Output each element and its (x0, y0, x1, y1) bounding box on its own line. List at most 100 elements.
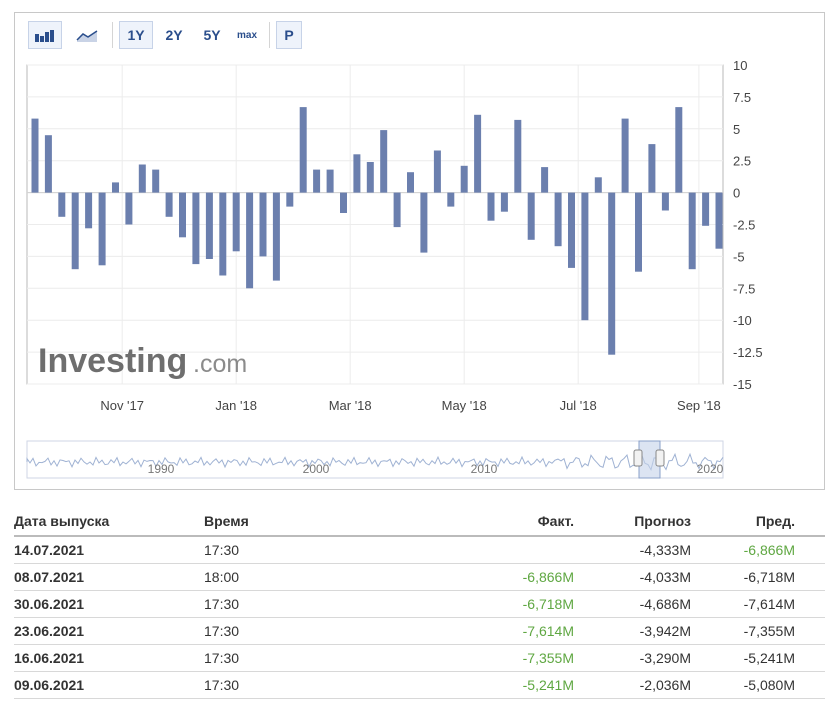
table-row: 16.06.2021 17:30 -7,355M -3,290M -5,241M (14, 644, 825, 672)
bar[interactable] (554, 192, 562, 247)
watermark-logo: Investing .com (38, 342, 247, 380)
bar-chart-icon (35, 30, 54, 42)
bar[interactable] (688, 192, 696, 270)
row-actual: -5,241M (334, 671, 574, 699)
navigator[interactable]: 1990 2000 2010 2020 (26, 440, 724, 479)
navigator-labels: 1990 2000 2010 2020 (148, 462, 724, 476)
y-tick-label: -15 (733, 377, 752, 392)
p-button[interactable]: P (276, 21, 302, 49)
bar[interactable] (272, 192, 280, 281)
navigator-series-line (26, 452, 724, 472)
bar[interactable] (340, 192, 347, 213)
bar[interactable] (487, 192, 495, 221)
bar[interactable] (112, 182, 119, 193)
bar[interactable] (152, 169, 160, 193)
bar[interactable] (138, 164, 146, 193)
bar[interactable] (661, 192, 669, 211)
y-tick-label: -2.5 (733, 218, 755, 233)
bar[interactable] (675, 107, 683, 193)
bar[interactable] (393, 192, 401, 228)
bar[interactable] (635, 192, 642, 272)
bar[interactable] (98, 192, 106, 266)
bar[interactable] (433, 150, 441, 193)
navigator-handle-left[interactable] (633, 449, 643, 467)
bar[interactable] (366, 162, 374, 193)
bar[interactable] (44, 135, 52, 193)
bar[interactable] (219, 192, 227, 276)
bar[interactable] (353, 154, 361, 193)
range-2y-button[interactable]: 2Y (165, 27, 183, 43)
bar[interactable] (420, 192, 428, 253)
row-date: 30.06.2021 (14, 590, 204, 618)
bar[interactable] (85, 192, 93, 229)
header-forecast[interactable]: Прогноз (574, 507, 691, 537)
bar[interactable] (179, 192, 186, 238)
x-tick-label: Sep '18 (677, 398, 721, 413)
bar[interactable] (58, 192, 66, 217)
navigator-label: 2010 (471, 462, 498, 476)
table-row: 23.06.2021 17:30 -7,614M -3,942M -7,355M (14, 617, 825, 645)
row-previous: -5,241M (691, 644, 825, 672)
toolbar-separator (112, 22, 113, 48)
bar[interactable] (648, 144, 656, 193)
area-chart-icon (76, 30, 98, 42)
bar[interactable] (608, 192, 616, 355)
bar[interactable] (715, 192, 723, 249)
bar[interactable] (500, 192, 508, 212)
bar[interactable] (447, 192, 455, 207)
x-tick-label: Nov '17 (100, 398, 144, 413)
bar[interactable] (165, 192, 173, 217)
bar[interactable] (192, 192, 200, 265)
range-1y-button[interactable]: 1Y (119, 21, 153, 49)
area-chart-button[interactable] (70, 21, 104, 49)
bar[interactable] (326, 169, 334, 193)
bar[interactable] (621, 118, 629, 193)
bar[interactable] (380, 130, 388, 193)
x-tick-label: Jul '18 (560, 398, 597, 413)
bar[interactable] (702, 192, 710, 226)
bar[interactable] (460, 165, 468, 193)
watermark-brand: Investing (38, 342, 187, 380)
header-actual[interactable]: Факт. (334, 507, 574, 537)
header-date[interactable]: Дата выпуска (14, 507, 204, 537)
x-axis-labels: Nov '17 Jan '18 Mar '18 May '18 Jul '18 Sep '… (100, 398, 720, 413)
row-time: 17:30 (204, 644, 334, 672)
bar[interactable] (474, 114, 482, 193)
toolbar-separator (269, 22, 270, 48)
header-previous[interactable]: Пред. (691, 507, 825, 537)
bar[interactable] (594, 177, 602, 193)
row-time: 17:30 (204, 536, 334, 564)
range-5y-button[interactable]: 5Y (203, 27, 221, 43)
bar[interactable] (125, 192, 133, 225)
row-forecast: -2,036M (574, 671, 691, 699)
bar-chart-button[interactable] (28, 21, 62, 49)
navigator-track[interactable] (26, 440, 724, 479)
range-max-button[interactable]: max (236, 29, 257, 41)
bar[interactable] (514, 119, 522, 193)
row-forecast: -4,333M (574, 536, 691, 564)
bar[interactable] (407, 172, 414, 193)
navigator-label: 2000 (303, 462, 330, 476)
bar[interactable] (71, 192, 79, 270)
y-axis-labels: 10 7.5 5 2.5 0 -2.5 -5 -7.5 -10 -12.5 -15 (733, 58, 763, 392)
bar[interactable] (286, 192, 294, 207)
bar[interactable] (527, 192, 535, 240)
row-actual: -7,355M (334, 644, 574, 672)
bar[interactable] (259, 192, 267, 257)
bar[interactable] (31, 118, 39, 193)
navigator-handle-right[interactable] (655, 449, 665, 467)
bar[interactable] (541, 167, 549, 193)
bar[interactable] (568, 192, 575, 268)
table-row: 30.06.2021 17:30 -6,718M -4,686M -7,614M (14, 590, 825, 618)
row-actual: -6,718M (334, 590, 574, 618)
bar[interactable] (581, 192, 589, 321)
bar[interactable] (205, 192, 213, 259)
row-forecast: -3,290M (574, 644, 691, 672)
chart-toolbar: 1Y 2Y 5Y max P (14, 18, 306, 52)
bar[interactable] (299, 107, 307, 193)
bar[interactable] (246, 192, 254, 289)
bar[interactable] (313, 169, 321, 193)
bar[interactable] (232, 192, 240, 252)
header-time[interactable]: Время (204, 507, 334, 537)
x-tick-label: Mar '18 (329, 398, 372, 413)
